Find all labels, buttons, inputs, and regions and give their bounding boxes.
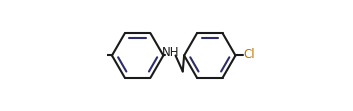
Text: Cl: Cl [244,48,256,61]
Text: NH: NH [162,46,179,59]
